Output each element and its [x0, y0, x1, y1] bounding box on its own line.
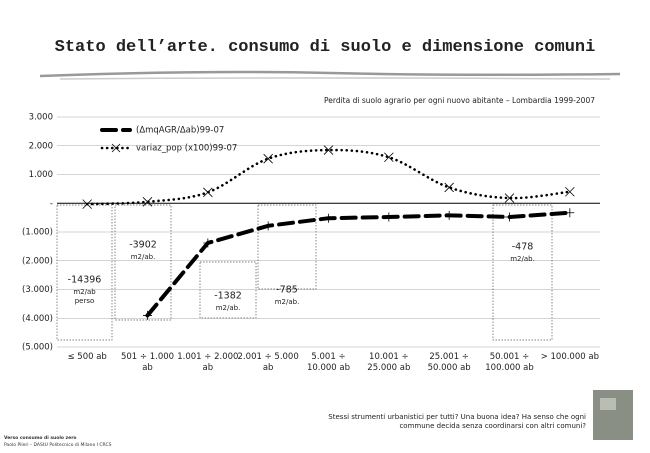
y-tick-label: (4.000) [22, 314, 53, 324]
credit: Verso consumo di suolo zero [4, 436, 77, 441]
annotation-text: -3902 [129, 240, 157, 251]
chart-subtitle: Perdita di suolo agrario per ogni nuovo … [324, 96, 595, 105]
x-tick-label: 501 ÷ 1.000 ab [117, 352, 179, 374]
marker [505, 212, 514, 221]
annotation-box [115, 205, 171, 320]
footer-line: commune decida senza coordinarsi con alt… [328, 422, 586, 431]
x-tick-label: > 100.000 ab [539, 352, 601, 363]
slide: Stato dell’arte. consumo di suolo e dime… [0, 0, 650, 453]
annotation-text: perso [75, 297, 95, 305]
y-tick-label: (5.000) [22, 343, 53, 353]
title-rule [40, 72, 620, 76]
marker [565, 208, 574, 217]
annotation-box [57, 205, 112, 340]
y-tick-label: (3.000) [22, 285, 53, 295]
x-tick-label: 2.001 ÷ 5.000 ab [237, 352, 299, 374]
x-tick-label: 10.001 ÷ 25.000 ab [358, 352, 420, 374]
annotation-box [258, 205, 316, 289]
x-tick-label: 25.001 ÷ 50.000 ab [418, 352, 480, 374]
annotation-box [493, 205, 552, 340]
y-tick-label: - [50, 199, 53, 209]
annotation-text: m2/ab. [275, 298, 300, 306]
page: {"chart_data": {"type": "line", "title":… [0, 0, 650, 453]
marker [83, 200, 92, 209]
annotation-text: m2/ab. [131, 253, 156, 261]
footer-line: Stessi strumenti urbanistici per tutti? … [328, 413, 586, 422]
marker [324, 214, 333, 223]
annotation-text: -1382 [214, 291, 242, 302]
credit: Paolo Pileri – DAStU Politecnico di Mila… [4, 443, 111, 448]
annotation-text: -478 [512, 242, 534, 253]
series-line [87, 150, 570, 204]
marker [445, 211, 454, 220]
y-tick-label: 2.000 [29, 141, 53, 151]
y-tick-label: (2.000) [22, 256, 53, 266]
marker [203, 188, 212, 197]
x-tick-label: ≤ 500 ab [56, 352, 118, 363]
legend-label: variaz_pop (x100)99-07 [136, 144, 237, 154]
annotation-text: -785 [276, 285, 298, 296]
series-line [148, 213, 570, 316]
marker [384, 213, 393, 222]
annotation-text: m2/ab. [510, 255, 535, 263]
x-tick-label: 1.001 ÷ 2.000 ab [177, 352, 239, 374]
y-tick-label: 1.000 [29, 170, 53, 180]
marker [264, 221, 273, 230]
legend-label: (ΔmqAGR/Δab)99-07 [136, 126, 224, 136]
annotation-text: m2/ab [73, 288, 96, 296]
x-tick-label: 5.001 ÷ 10.000 ab [298, 352, 360, 374]
x-tick-label: 50.001 ÷ 100.000 ab [479, 352, 541, 374]
title-rule [60, 78, 610, 79]
chart: Perdita di suolo agrario per ogni nuovo … [0, 0, 650, 453]
thumbnail [593, 390, 633, 440]
annotation-text: m2/ab. [216, 304, 241, 312]
annotation-text: -14396 [68, 275, 102, 286]
thumbnail-detail [600, 398, 616, 410]
footer-question: Stessi strumenti urbanistici per tutti? … [328, 413, 586, 431]
y-tick-label: (1.000) [22, 228, 53, 238]
y-tick-label: 3.000 [29, 113, 53, 123]
